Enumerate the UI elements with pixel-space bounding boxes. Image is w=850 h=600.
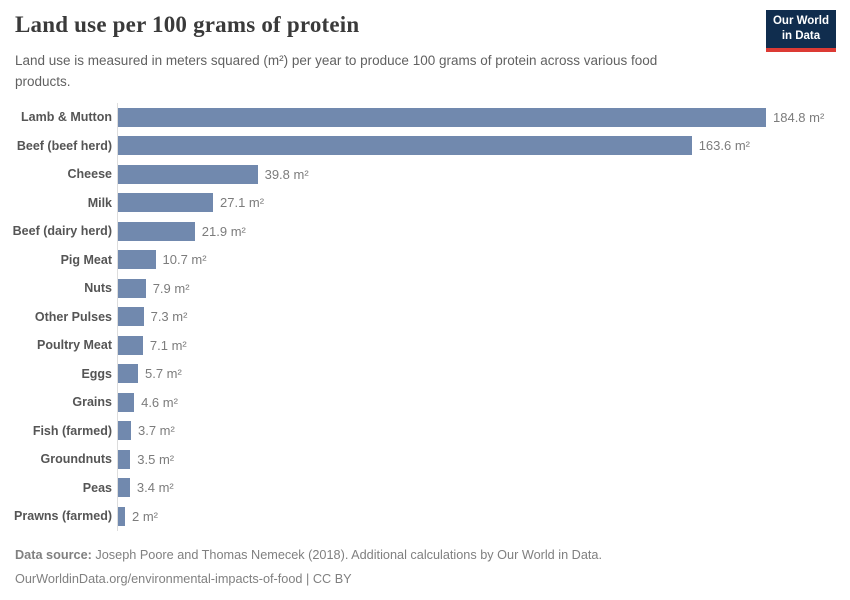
data-source-text: Joseph Poore and Thomas Nemecek (2018). … <box>95 548 602 562</box>
value-label: 4.6 m² <box>141 394 178 410</box>
bar[interactable] <box>118 136 692 156</box>
bar-row: Beef (beef herd) 163.6 m² <box>10 131 836 160</box>
value-label: 27.1 m² <box>220 195 265 211</box>
bar-row: Grains 4.6 m² <box>10 388 836 417</box>
logo-line1: Our World <box>772 15 829 27</box>
license-line: OurWorldinData.org/environmental-impacts… <box>15 568 602 592</box>
bar-track: 21.9 m² <box>117 217 836 246</box>
bar[interactable] <box>118 392 135 412</box>
bar-row: Other Pulses 7.3 m² <box>10 302 836 331</box>
bar-track: 163.6 m² <box>117 131 836 160</box>
bar-track: 7.1 m² <box>117 331 836 360</box>
bar[interactable] <box>118 221 195 241</box>
bar-row: Eggs 5.7 m² <box>10 359 836 388</box>
value-label: 7.1 m² <box>149 337 187 353</box>
value-label: 10.7 m² <box>162 252 207 268</box>
value-label: 163.6 m² <box>698 138 750 154</box>
category-label: Peas <box>82 480 112 495</box>
value-label: 2 m² <box>132 508 158 524</box>
bar-row: Nuts 7.9 m² <box>10 274 836 303</box>
bar-track: 27.1 m² <box>117 188 836 217</box>
value-label: 39.8 m² <box>264 166 309 182</box>
bar-row: Poultry Meat 7.1 m² <box>10 331 836 360</box>
bar-row: Fish (farmed) 3.7 m² <box>10 416 836 445</box>
bar[interactable] <box>118 335 143 355</box>
bar[interactable] <box>118 193 213 213</box>
category-label: Beef (dairy herd) <box>12 224 112 239</box>
bar[interactable] <box>118 364 138 384</box>
category-label: Lamb & Mutton <box>21 110 112 125</box>
value-label: 21.9 m² <box>201 223 246 239</box>
category-label: Milk <box>87 195 112 210</box>
bar[interactable] <box>118 250 156 270</box>
bar-row: Milk 27.1 m² <box>10 188 836 217</box>
category-label: Eggs <box>81 366 112 381</box>
category-label: Poultry Meat <box>36 338 112 353</box>
value-label: 3.4 m² <box>136 480 174 496</box>
bar[interactable] <box>118 478 130 498</box>
value-label: 3.5 m² <box>137 451 175 467</box>
bar[interactable] <box>118 164 258 184</box>
category-label: Pig Meat <box>60 252 112 267</box>
bar[interactable] <box>118 449 131 469</box>
bar-track: 3.5 m² <box>117 445 836 474</box>
chart-subtitle: Land use is measured in meters squared (… <box>15 53 658 89</box>
bar-chart: Lamb & Mutton 184.8 m² Beef (beef herd) 163… <box>10 103 836 531</box>
bar-track: 7.3 m² <box>117 302 836 331</box>
bar-row: Groundnuts 3.5 m² <box>10 445 836 474</box>
value-label: 3.7 m² <box>138 423 175 439</box>
bar-row: Lamb & Mutton 184.8 m² <box>10 103 836 132</box>
value-label: 184.8 m² <box>773 109 825 125</box>
bar-track: 10.7 m² <box>117 245 836 274</box>
bar-track: 3.7 m² <box>117 416 836 445</box>
bar-track: 39.8 m² <box>117 160 836 189</box>
category-label: Prawns (farmed) <box>14 509 112 524</box>
bar-track: 7.9 m² <box>117 274 836 303</box>
value-label: 7.9 m² <box>152 280 190 296</box>
category-label: Cheese <box>67 167 112 182</box>
logo-line2: in Data <box>781 29 821 42</box>
chart-footer: Data source: Joseph Poore and Thomas Nem… <box>15 544 602 591</box>
category-label: Groundnuts <box>40 452 112 467</box>
category-label: Other Pulses <box>34 309 112 324</box>
bar-row: Prawns (farmed) 2 m² <box>10 502 836 531</box>
bar[interactable] <box>118 107 766 127</box>
category-label: Nuts <box>84 281 112 296</box>
bar-row: Beef (dairy herd) 21.9 m² <box>10 217 836 246</box>
bar[interactable] <box>118 307 144 327</box>
bar[interactable] <box>118 278 146 298</box>
footer-license: CC BY <box>312 571 352 586</box>
bar-row: Peas 3.4 m² <box>10 473 836 502</box>
bar-row: Pig Meat 10.7 m² <box>10 245 836 274</box>
footer-separator: | <box>302 571 313 586</box>
value-label: 7.3 m² <box>150 309 188 325</box>
bar-track: 2 m² <box>117 502 836 531</box>
category-label: Fish (farmed) <box>32 423 112 438</box>
data-source-label: Data source: <box>15 548 92 562</box>
data-source-line: Data source: Joseph Poore and Thomas Nem… <box>15 544 602 568</box>
footer-url[interactable]: OurWorldinData.org/environmental-impacts… <box>15 571 303 586</box>
value-label: 5.7 m² <box>145 366 182 382</box>
bar-track: 4.6 m² <box>117 388 836 417</box>
bar-track: 5.7 m² <box>117 359 836 388</box>
category-label: Beef (beef herd) <box>16 138 112 153</box>
bar-track: 184.8 m² <box>117 103 836 132</box>
bar[interactable] <box>118 421 131 441</box>
bar-row: Cheese 39.8 m² <box>10 160 836 189</box>
owid-logo: Our World in Data <box>765 10 836 52</box>
category-label: Grains <box>72 395 112 410</box>
bar[interactable] <box>118 506 125 526</box>
page-title: Land use per 100 grams of protein <box>15 12 360 37</box>
bar-track: 3.4 m² <box>117 473 836 502</box>
